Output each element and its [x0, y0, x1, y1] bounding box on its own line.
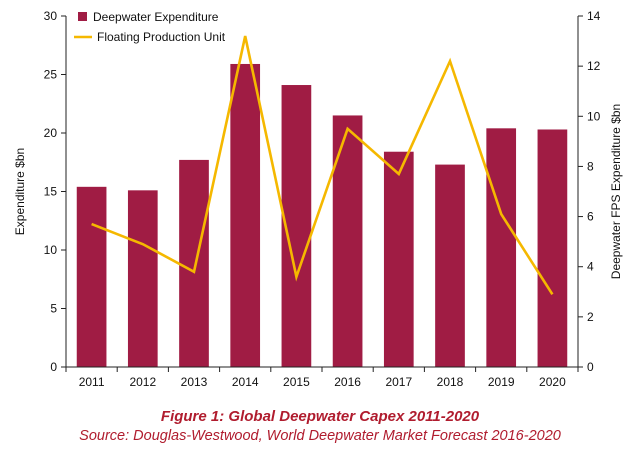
bar-2018: [435, 164, 465, 367]
figure-source: Source: Douglas-Westwood, World Deepwate…: [79, 428, 561, 444]
x-tick-label: 2016: [334, 375, 361, 389]
x-tick-label: 2015: [283, 375, 310, 389]
x-tick-label: 2017: [385, 375, 412, 389]
x-tick-label: 2013: [181, 375, 208, 389]
y2-tick-label: 14: [587, 9, 601, 23]
line-series: [91, 35, 554, 295]
bar-2011: [76, 186, 107, 367]
x-tick-label: 2011: [79, 375, 105, 389]
y2-tick-label: 4: [587, 260, 594, 274]
bar-2013: [179, 159, 209, 367]
y-tick-label: 30: [44, 9, 58, 23]
y2-tick-label: 2: [587, 310, 594, 324]
y2-tick-label: 6: [587, 210, 594, 224]
y-tick-label: 10: [44, 243, 58, 257]
left-axis-ticks: 0 5 10 15 20 25 30: [44, 9, 66, 374]
y-tick-label: 20: [44, 126, 58, 140]
bar-2019: [486, 128, 517, 367]
right-axis-ticks: 0 2 4 6 8 10 12 14: [578, 9, 601, 374]
legend: Deepwater Expenditure Floating Productio…: [74, 10, 226, 44]
bar-2016: [332, 115, 363, 367]
y2-tick-label: 0: [587, 360, 594, 374]
x-tick-label: 2020: [539, 375, 566, 389]
figure-caption: Figure 1: Global Deepwater Capex 2011-20…: [160, 408, 480, 425]
fpu-line: [91, 35, 554, 295]
y2-axis-title: Deepwater FPS Expenditure $bn: [609, 104, 623, 279]
x-axis-ticks: 2011 2012 2013 2014 2015 2016 2017 2018 2019 2020: [65, 367, 579, 389]
y2-tick-label: 12: [587, 59, 601, 73]
y2-tick-label: 8: [587, 159, 594, 173]
bar-2020: [537, 129, 568, 367]
x-tick-label: 2018: [437, 375, 464, 389]
x-tick-label: 2019: [488, 375, 515, 389]
y-tick-label: 15: [44, 185, 58, 199]
legend-label-fpu: Floating Production Unit: [97, 30, 226, 44]
x-tick-label: 2012: [129, 375, 156, 389]
y-tick-label: 5: [50, 302, 57, 316]
y-tick-label: 0: [50, 360, 57, 374]
legend-label-expenditure: Deepwater Expenditure: [93, 10, 219, 24]
bar-2012: [127, 190, 158, 367]
y-axis-title: Expenditure $bn: [13, 148, 27, 235]
bar-2014: [230, 63, 261, 367]
bar-series: [76, 63, 568, 367]
y-tick-label: 25: [44, 68, 58, 82]
legend-swatch-expenditure: [78, 12, 87, 21]
x-tick-label: 2014: [232, 375, 259, 389]
y2-tick-label: 10: [587, 109, 601, 123]
bar-2017: [383, 151, 414, 367]
